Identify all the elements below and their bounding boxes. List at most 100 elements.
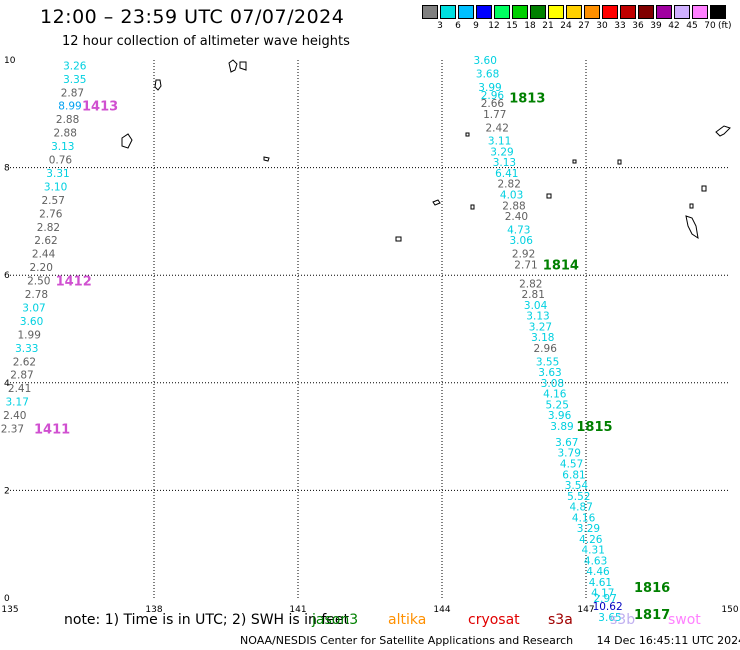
pass-time-label: 1413 [82,100,118,115]
island-outline [470,204,475,210]
wave-height-value: 2.87 [10,370,33,382]
y-tick-label: 4 [4,379,10,389]
wave-height-value: 3.13 [526,311,549,323]
wave-height-value: 4.17 [591,588,614,600]
color-swatch [476,5,492,19]
credit-text: NOAA/NESDIS Center for Satellite Applica… [240,634,574,647]
wave-height-value: 3.99 [478,82,501,94]
wave-height-value: 8.99 [58,101,81,113]
wave-height-value: 2.66 [481,98,505,110]
legend-item-swot: swot [668,612,701,628]
wave-height-value: 3.33 [15,343,38,355]
wave-height-value: 4.63 [584,555,607,567]
wave-height-value: 4.16 [543,389,567,401]
pass-time-label: 1411 [34,423,70,438]
wave-height-value: 5.52 [567,491,590,503]
wave-height-value: 2.57 [42,195,65,207]
x-tick-label: 135 [1,605,18,615]
legend-item-cryosat: cryosat [468,612,520,628]
wave-height-value: 3.04 [524,300,548,312]
legend-item-jason3: jason3 [312,612,359,628]
legend-item-altika: altika [388,612,427,628]
wave-height-value: 2.82 [498,179,521,191]
track-values: 3.263.352.878.992.882.883.130.763.313.10… [1,55,670,624]
wave-height-value: 3.08 [541,378,564,390]
island-outline [689,203,694,209]
color-swatch [620,5,636,19]
wave-height-value: 3.18 [531,332,554,344]
wave-height-value: 3.96 [548,410,572,422]
wave-height-value: 1.77 [483,109,506,121]
wave-height-value: 2.71 [514,259,537,271]
wave-height-value: 2.44 [32,249,56,261]
color-scale-label: 9 [473,21,479,31]
color-swatch [422,5,438,19]
wave-height-value: 2.78 [25,289,48,301]
credit-line: NOAA/NESDIS Center for Satellite Applica… [240,634,740,647]
x-tick-label: 147 [577,605,594,615]
wave-height-value: 2.82 [37,222,60,234]
wave-height-value: 3.26 [63,60,87,72]
land-outlines [121,59,731,242]
wave-height-value: 2.92 [512,249,535,261]
wave-height-value: 6.41 [495,168,518,180]
generated-timestamp: 14 Dec 16:45:11 UTC 2024 [596,634,740,647]
color-swatch [656,5,672,19]
wave-height-value: 2.96 [481,90,505,102]
wave-height-value: 2.20 [30,262,53,274]
page-subtitle: 12 hour collection of altimeter wave hei… [62,34,350,49]
wave-height-value: 2.40 [505,211,528,223]
wave-height-value: 3.60 [474,55,497,67]
pass-time-label: 1412 [56,275,92,290]
wave-height-value: 2.50 [27,276,50,288]
wave-height-value: 3.55 [536,356,559,368]
wave-height-value: 2.40 [3,410,26,422]
wave-height-value: 3.60 [20,316,43,328]
wave-height-value: 5.25 [546,399,569,411]
lat-lon-grid [10,60,730,598]
island-outline [263,156,270,162]
color-scale-label: 27 [578,21,590,31]
pass-time-label: 1815 [576,420,612,435]
wave-height-value: 4.73 [507,224,530,236]
color-scale-label: 33 [614,21,626,31]
wave-height-value: 0.76 [49,155,73,167]
wave-height-value: 3.11 [488,136,511,148]
color-scale-label: 6 [455,21,461,31]
x-tick-label: 141 [289,605,306,615]
wave-height-value: 3.35 [63,74,86,86]
island-outline [701,185,707,192]
wave-height-value: 3.89 [550,421,573,433]
color-scale-label: 70 [704,21,716,31]
axis-tick-labels: 135 138 141 144 147 150 0 2 4 6 8 10 [1,56,738,615]
wave-height-value: 2.37 [1,424,24,436]
wave-height-value: 3.68 [476,68,499,80]
wave-height-value: 2.87 [61,87,84,99]
island-outline [546,193,552,199]
color-scale-label: 42 [668,21,680,31]
wave-height-value: 2.76 [39,208,63,220]
wave-height-value: 1.99 [18,329,41,341]
wave-height-value: 4.46 [586,566,610,578]
color-swatch [530,5,546,19]
wave-height-value: 2.62 [13,356,36,368]
page-title: 12:00 – 23:59 UTC 07/07/2024 [40,6,345,28]
color-scale-label: 3 [437,21,443,31]
wave-height-value: 3.54 [565,480,589,492]
y-tick-label: 0 [4,594,10,604]
wave-height-value: 2.88 [54,128,77,140]
wave-height-value: 2.62 [34,235,57,247]
color-swatch [440,5,456,19]
wave-height-value: 2.82 [519,278,542,290]
footnote: note: 1) Time is in UTC; 2) SWH is in fe… [64,612,350,628]
wave-height-value: 3.07 [22,302,45,314]
color-swatch [566,5,582,19]
wave-height-value: 2.88 [502,200,525,212]
pass-time-label: 1817 [634,608,670,623]
color-scale-label: 36 [632,21,644,31]
color-swatch [602,5,618,19]
island-outline [715,125,731,137]
wave-height-value: 3.65 [598,612,621,624]
y-tick-label: 2 [4,486,10,496]
